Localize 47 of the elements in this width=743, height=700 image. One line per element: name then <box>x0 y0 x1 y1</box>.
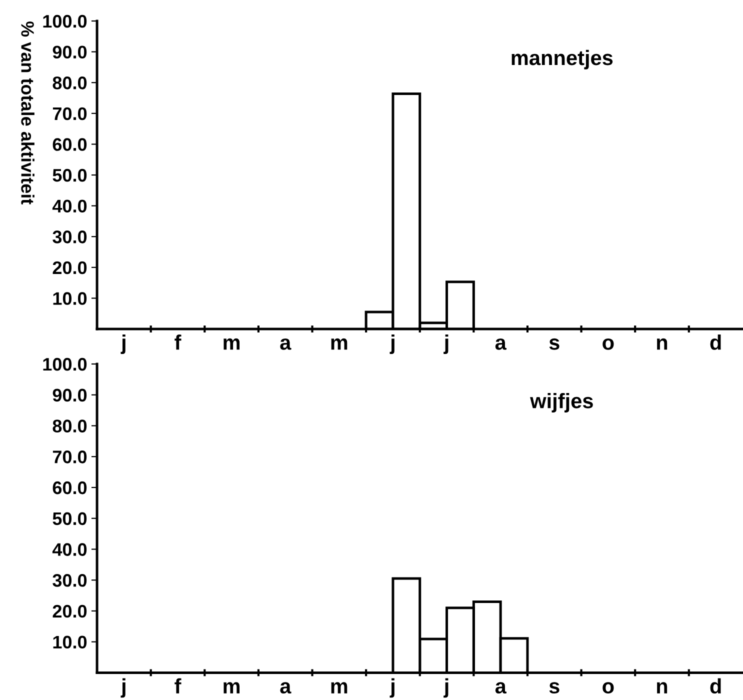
x-tick-label: s <box>549 682 560 694</box>
x-tick-label: f <box>174 678 182 694</box>
x-tick-label: j <box>390 678 394 698</box>
x-tick-label: a <box>495 682 507 694</box>
text: wijfjes <box>530 393 593 412</box>
y-tick-label: 100.0 <box>43 14 87 28</box>
y-tick-label: 70.0 <box>52 107 87 120</box>
y-tick-label: 20.0 <box>52 604 87 618</box>
x-tick-label: o <box>602 338 614 350</box>
y-tick-label: 80.0 <box>52 420 87 432</box>
y-tick-label: 50.0 <box>52 168 87 182</box>
x-tick-label: a <box>280 682 292 694</box>
y-tick-label: 70.0 <box>52 450 87 464</box>
y-tick-label: 80.0 <box>52 76 87 90</box>
x-tick-label: m <box>224 338 240 350</box>
y-tick-label: 90.0 <box>52 388 87 402</box>
x-tick-label: a <box>495 338 507 350</box>
x-tick-label: f <box>174 334 182 350</box>
y-tick-label: 10.0 <box>53 292 87 305</box>
y-tick-label: 30.0 <box>52 230 87 244</box>
y-tick-label: 100.0 <box>43 358 87 371</box>
x-tick-label: d <box>710 334 721 350</box>
x-tick-label: n <box>657 338 668 350</box>
y-tick-label: 60.0 <box>52 138 87 151</box>
y-tick-label: 40.0 <box>52 200 87 213</box>
y-axis-title: % van totale aktiviteit <box>21 21 34 204</box>
x-tick-label: s <box>549 338 560 350</box>
x-tick-label: j <box>444 678 448 698</box>
x-tick-label: j <box>120 334 126 354</box>
x-tick-label: j <box>120 678 126 698</box>
y-tick-label: 40.0 <box>52 543 87 556</box>
y-tick-label: 30.0 <box>52 574 87 587</box>
text: mannetjes <box>512 50 613 70</box>
x-tick-label: a <box>280 338 292 350</box>
x-tick-label: j <box>390 334 394 354</box>
y-tick-label: 60.0 <box>52 481 87 494</box>
y-tick-label: 20.0 <box>52 261 87 274</box>
x-tick-label: o <box>602 682 614 694</box>
y-tick-label: 50.0 <box>52 512 87 526</box>
x-tick-label: m <box>331 338 348 350</box>
y-tick-label: 90.0 <box>52 46 87 59</box>
x-tick-label: j <box>444 334 448 354</box>
x-tick-label: m <box>224 682 240 694</box>
y-tick-label: 10.0 <box>53 636 87 649</box>
x-tick-label: d <box>710 678 721 694</box>
x-tick-label: m <box>331 682 348 694</box>
x-tick-label: n <box>657 682 668 694</box>
